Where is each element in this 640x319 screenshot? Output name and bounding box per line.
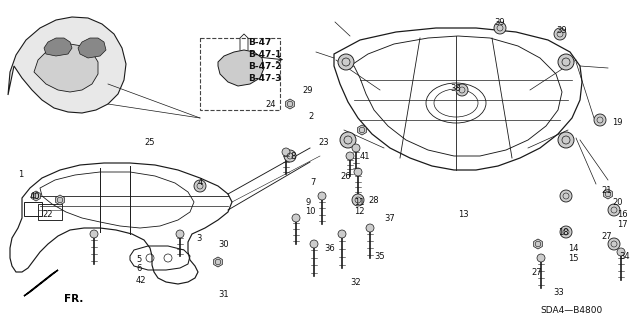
Text: 6: 6 xyxy=(136,264,141,273)
Text: 34: 34 xyxy=(619,252,630,261)
Circle shape xyxy=(338,230,346,238)
Text: B-47-2: B-47-2 xyxy=(248,62,282,71)
Text: 21: 21 xyxy=(601,186,611,195)
Circle shape xyxy=(292,214,300,222)
Polygon shape xyxy=(56,195,65,205)
Text: 13: 13 xyxy=(458,210,468,219)
Text: 17: 17 xyxy=(617,220,628,229)
Circle shape xyxy=(594,114,606,126)
Text: 35: 35 xyxy=(374,252,385,261)
Circle shape xyxy=(608,204,620,216)
Bar xyxy=(38,204,62,220)
Text: 14: 14 xyxy=(568,244,579,253)
Text: 18: 18 xyxy=(558,228,568,237)
Circle shape xyxy=(346,152,354,160)
Text: 8: 8 xyxy=(290,152,296,161)
Text: 29: 29 xyxy=(302,86,312,95)
Text: 27: 27 xyxy=(601,232,612,241)
Circle shape xyxy=(318,192,326,200)
Circle shape xyxy=(554,28,566,40)
Circle shape xyxy=(284,150,296,162)
Polygon shape xyxy=(218,50,264,86)
Polygon shape xyxy=(44,38,72,56)
Circle shape xyxy=(340,132,356,148)
Polygon shape xyxy=(78,38,106,58)
Text: 20: 20 xyxy=(612,198,623,207)
Text: 39: 39 xyxy=(556,26,566,35)
Text: 38: 38 xyxy=(450,84,461,93)
Polygon shape xyxy=(604,189,612,199)
Polygon shape xyxy=(31,191,40,201)
Text: 3: 3 xyxy=(196,234,202,243)
Text: 40: 40 xyxy=(30,192,40,201)
Text: FR.: FR. xyxy=(64,294,83,304)
Text: 5: 5 xyxy=(136,255,141,264)
Text: 27: 27 xyxy=(531,268,541,277)
Text: 4: 4 xyxy=(198,178,204,187)
Bar xyxy=(200,38,280,110)
Text: 12: 12 xyxy=(354,207,365,216)
Text: 30: 30 xyxy=(218,240,228,249)
Text: 39: 39 xyxy=(494,18,504,27)
Text: B-47: B-47 xyxy=(248,38,271,47)
Text: 41: 41 xyxy=(360,152,371,161)
Circle shape xyxy=(310,240,318,248)
Circle shape xyxy=(558,54,574,70)
Circle shape xyxy=(194,180,206,192)
Text: 32: 32 xyxy=(350,278,360,287)
Text: 11: 11 xyxy=(354,198,365,207)
Circle shape xyxy=(90,230,98,238)
Circle shape xyxy=(338,54,354,70)
Text: B-47-1: B-47-1 xyxy=(248,50,282,59)
Polygon shape xyxy=(214,257,222,267)
Circle shape xyxy=(494,22,506,34)
Text: 25: 25 xyxy=(144,138,154,147)
Circle shape xyxy=(354,168,362,176)
Circle shape xyxy=(617,248,625,256)
Text: 33: 33 xyxy=(553,288,564,297)
Text: 1: 1 xyxy=(18,170,23,179)
Circle shape xyxy=(608,238,620,250)
Text: 24: 24 xyxy=(265,100,275,109)
Circle shape xyxy=(352,194,364,206)
Circle shape xyxy=(560,226,572,238)
Text: B-47-3: B-47-3 xyxy=(248,74,282,83)
Circle shape xyxy=(560,190,572,202)
Text: 9: 9 xyxy=(305,198,310,207)
Circle shape xyxy=(282,148,290,156)
Text: 42: 42 xyxy=(136,276,147,285)
Polygon shape xyxy=(24,270,58,296)
Text: 37: 37 xyxy=(384,214,395,223)
Circle shape xyxy=(558,132,574,148)
Circle shape xyxy=(176,230,184,238)
Text: 7: 7 xyxy=(310,178,316,187)
Circle shape xyxy=(456,84,468,96)
Text: 2: 2 xyxy=(308,112,313,121)
Polygon shape xyxy=(8,17,126,113)
Text: 22: 22 xyxy=(42,210,52,219)
Text: 23: 23 xyxy=(318,138,328,147)
Circle shape xyxy=(366,224,374,232)
Polygon shape xyxy=(534,239,542,249)
Text: 19: 19 xyxy=(612,118,623,127)
Text: SDA4—B4800: SDA4—B4800 xyxy=(540,306,602,315)
Text: 28: 28 xyxy=(368,196,379,205)
Circle shape xyxy=(352,144,360,152)
Text: 26: 26 xyxy=(340,172,351,181)
Text: 36: 36 xyxy=(324,244,335,253)
Polygon shape xyxy=(34,44,98,92)
Text: 10: 10 xyxy=(305,207,316,216)
Circle shape xyxy=(537,254,545,262)
Text: 16: 16 xyxy=(617,210,628,219)
Polygon shape xyxy=(358,125,366,135)
Text: 31: 31 xyxy=(218,290,228,299)
Polygon shape xyxy=(285,99,294,109)
Text: 15: 15 xyxy=(568,254,579,263)
